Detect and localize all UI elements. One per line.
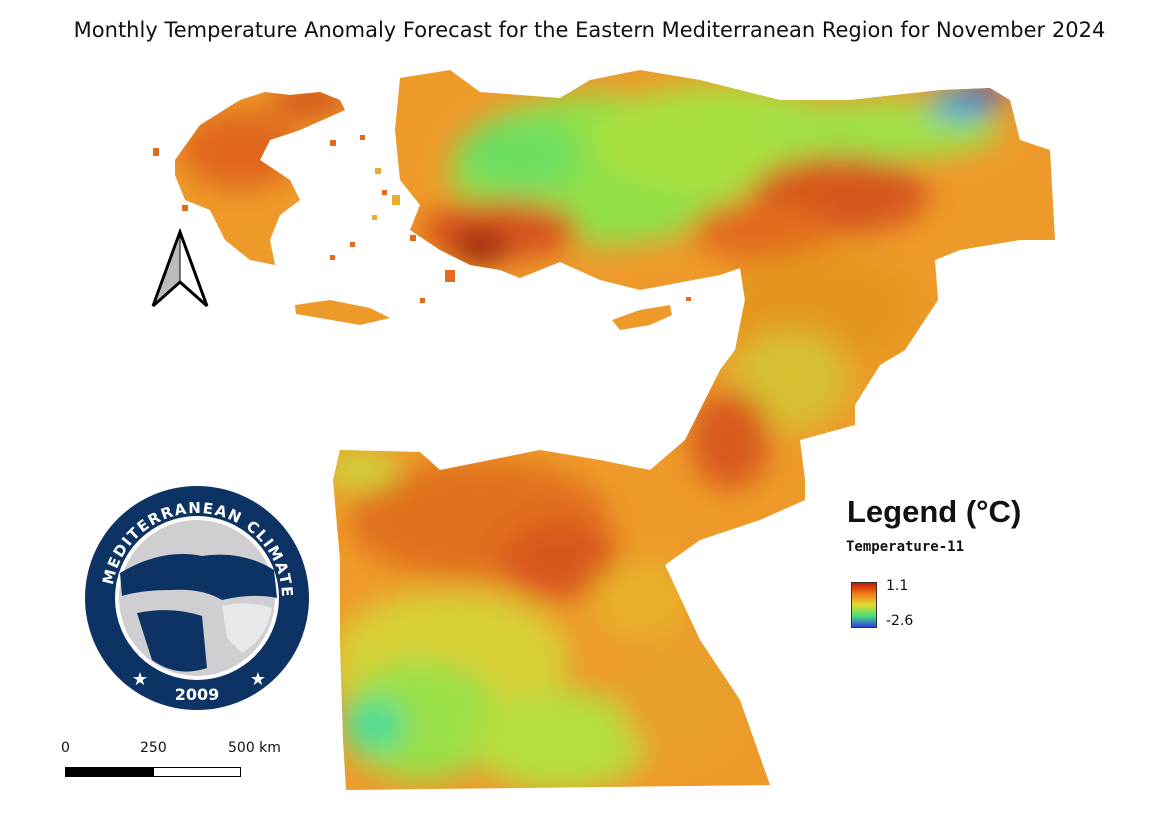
scale-segment-black bbox=[65, 767, 154, 777]
star-icon: ★ bbox=[250, 669, 266, 690]
star-icon: ★ bbox=[132, 669, 148, 690]
scale-tick-250: 250 bbox=[140, 740, 167, 756]
scale-tick-500: 500 km bbox=[228, 740, 281, 756]
map-title: Monthly Temperature Anomaly Forecast for… bbox=[73, 18, 1106, 42]
north-arrow-icon bbox=[151, 228, 209, 308]
scale-tick-0: 0 bbox=[61, 740, 70, 756]
legend-title: Legend (°C) bbox=[847, 494, 1022, 529]
legend-max: 1.1 bbox=[886, 578, 909, 594]
scale-bar: 0 250 500 km bbox=[56, 740, 286, 790]
legend-subtitle: Temperature-11 bbox=[846, 539, 965, 555]
emcc-logo: EASTERN MEDITERRANEAN CLIMATE CENTRE 200… bbox=[82, 478, 309, 710]
aegean-islands bbox=[153, 135, 691, 303]
scale-segment-white bbox=[153, 767, 241, 777]
logo-year: 2009 bbox=[175, 685, 220, 704]
legend-min: -2.6 bbox=[886, 613, 914, 629]
legend-color-ramp bbox=[851, 582, 877, 628]
